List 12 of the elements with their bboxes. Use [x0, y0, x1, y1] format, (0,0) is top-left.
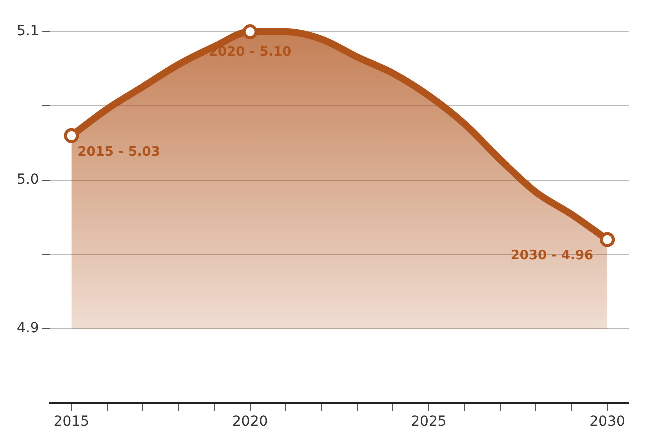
point: [600, 232, 616, 248]
x-tick-label: 2015: [54, 414, 90, 430]
y-tick-label: 5.1: [17, 24, 40, 40]
point: [64, 128, 80, 144]
x-tick-label: 2030: [590, 414, 626, 430]
point: [242, 24, 258, 40]
x-tick-label: 2020: [232, 414, 268, 430]
x-tick-label: 2025: [411, 414, 447, 430]
y-tick-label: 5.0: [17, 172, 40, 188]
y-tick-label: 4.9: [17, 320, 40, 337]
annotation: 2015 - 5.03: [78, 144, 160, 160]
annotation: 2030 - 4.96: [510, 248, 594, 264]
